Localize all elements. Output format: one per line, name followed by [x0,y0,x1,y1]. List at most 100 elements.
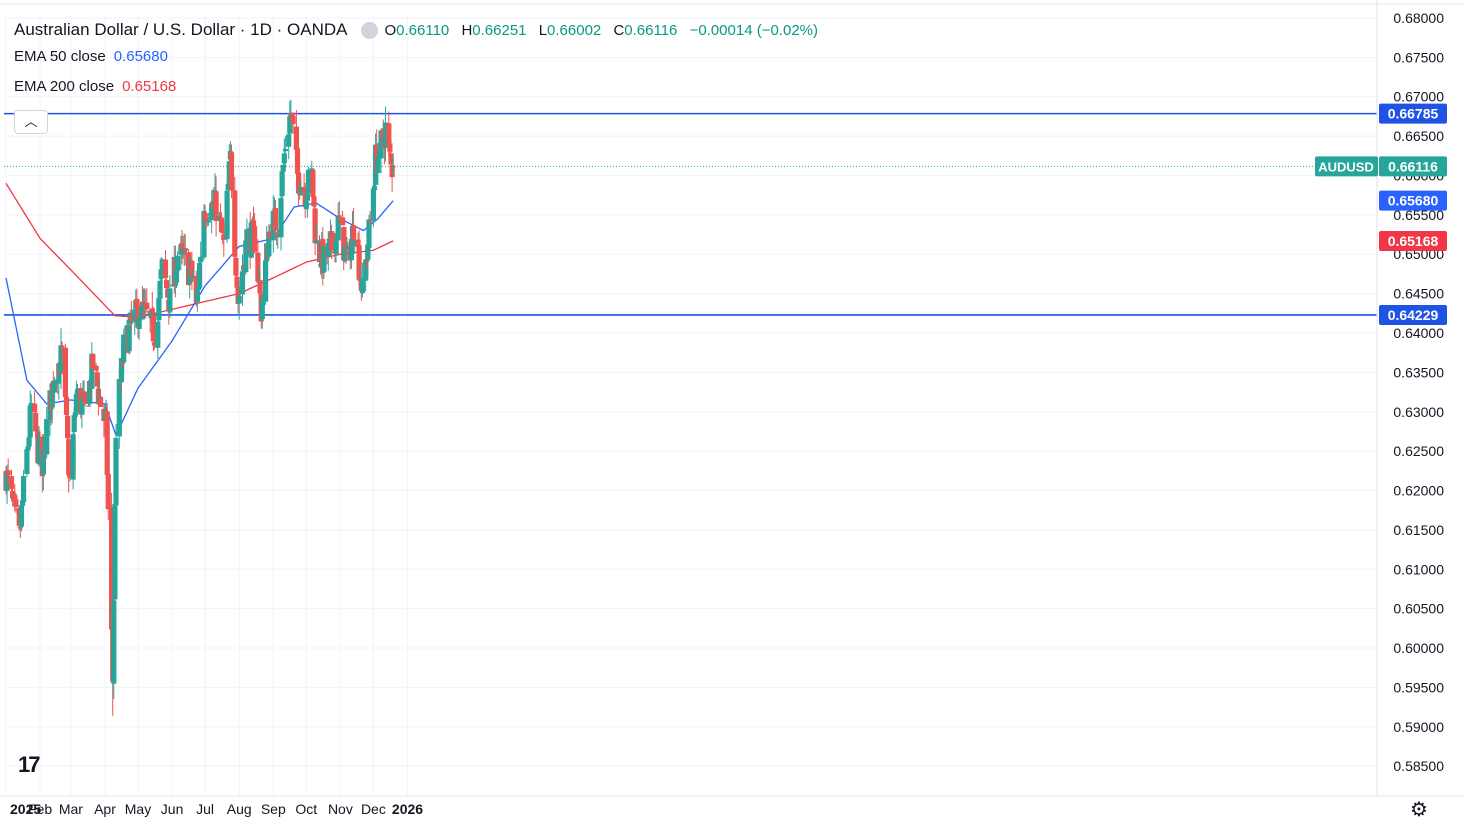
candle-body [65,415,71,439]
candle-body [294,148,301,174]
candle-body [282,148,288,152]
candle-body [44,418,50,455]
y-tick-label: 0.61000 [1393,561,1444,577]
hline-price-tag-text: 0.64229 [1388,307,1439,323]
y-tick-label: 0.58500 [1393,758,1444,774]
candle-body [175,255,181,271]
candle-body [51,380,57,393]
candle-body [135,306,141,328]
y-tick-label: 0.63500 [1393,364,1444,380]
candle-body [359,278,365,294]
candle-body [59,345,65,348]
candle-body [303,201,309,209]
ema200-price-tag [1379,230,1447,251]
candle-body [224,190,230,240]
ema50-label: EMA 50 close [14,48,106,65]
candle-body [116,379,122,437]
candle-body [98,397,104,407]
candle-body [281,153,287,164]
x-tick-label: Aug [227,801,252,817]
candle-body [201,210,207,258]
candle-body [36,437,42,465]
candle-body [286,134,292,147]
candle-body [148,310,154,319]
candle-body [248,222,254,258]
candle-body [28,403,34,406]
low-value: 0.66002 [547,21,602,39]
ema200-legend[interactable]: EMA 200 close 0.65168 [14,72,818,102]
candle-body [274,232,280,237]
candle-body [62,347,68,398]
candle-body [104,411,110,475]
candle-body [375,156,381,174]
ema200-value: 0.65168 [122,78,177,95]
ema50-legend[interactable]: EMA 50 close 0.65680 [14,42,818,72]
y-tick-label: 0.64000 [1393,325,1444,341]
candle-body [157,280,163,299]
x-tick-label: 2025 [10,801,41,817]
candle-body [267,231,273,239]
candle-body [287,116,293,134]
candle-body [311,196,317,207]
symbol-title[interactable]: Australian Dollar / U.S. Dollar · 1D · O… [14,20,348,39]
candle-body [272,208,279,231]
candle-body [63,396,70,415]
x-tick-label: Jul [196,801,214,817]
candle-body [74,389,81,397]
candle-body [85,405,92,407]
candle-body [388,153,394,165]
ema200-price-tag-text: 0.65168 [1388,233,1439,249]
candle-body [118,358,125,383]
candle-body [333,233,339,254]
candle-body [348,239,354,261]
candle-body [298,186,304,196]
x-tick-label: Dec [361,801,386,817]
x-tick-label: Nov [328,801,353,817]
hline-price-tag [1379,103,1447,124]
candle-body [71,415,77,433]
candle-body [304,193,310,201]
candle-body [105,473,111,510]
candle-body [126,325,132,352]
settings-gear-icon[interactable]: ⚙ [1410,799,1428,821]
candle-body [293,126,299,150]
chart-legend: Australian Dollar / U.S. Dollar · 1D · O… [14,18,818,102]
candle-body [189,260,195,278]
hline-price-tag-text: 0.66785 [1388,106,1439,122]
candle-body [305,169,312,194]
candle-body [280,164,286,172]
x-tick-label: Jun [161,801,184,817]
candle-body [87,381,93,405]
candle-body [40,449,46,475]
candle-body [225,183,231,191]
candle-body [190,277,196,279]
candle-body [156,298,162,321]
candle-body [244,229,250,242]
candle-body [259,299,265,320]
candle-body [94,372,100,387]
candle-body [89,353,95,389]
candle-body [213,191,219,222]
y-tick-label: 0.67500 [1393,49,1444,65]
candle-body [232,190,238,257]
chevron-up-icon[interactable]: ︿ [14,110,48,134]
candle-body [134,298,140,307]
candle-body [363,259,369,281]
candle-body [34,429,40,431]
candle-body [233,257,239,276]
candle-body [136,318,142,330]
symbol-tag-text: AUDUSD [1318,159,1374,174]
market-status-icon [361,21,379,39]
symbol-tag [1315,156,1378,177]
y-tick-label: 0.61500 [1393,522,1444,538]
candle-body [325,242,331,257]
tradingview-logo-icon: 17 [18,752,41,777]
candle-body [164,280,170,289]
candle-body [195,286,202,291]
candle-body [151,342,158,346]
ema50-value: 0.65680 [113,48,168,65]
candle-body [342,244,348,262]
candle-body [27,405,33,438]
candle-body [239,271,246,295]
